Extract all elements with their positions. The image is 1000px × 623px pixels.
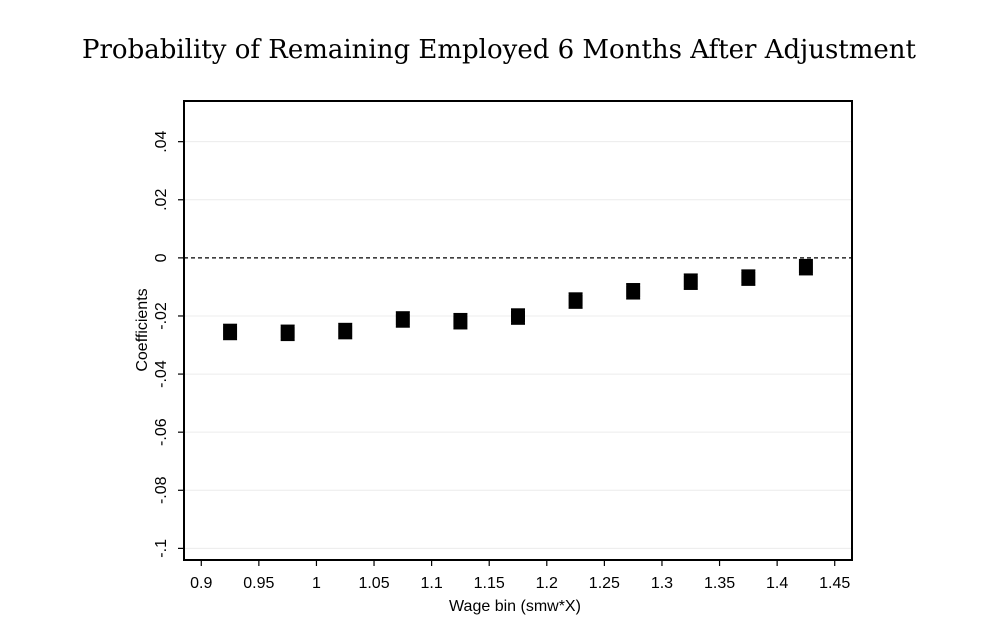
y-tick-label: -.06 [153, 418, 170, 446]
x-tick-label: 1.1 [420, 575, 442, 592]
y-tick-label: -.02 [153, 302, 170, 330]
gridlines [184, 141, 852, 549]
x-tick-label: 0.9 [190, 575, 212, 592]
point-marker [395, 312, 410, 327]
point-marker [683, 274, 698, 289]
point-marker [798, 260, 813, 275]
data-point [395, 311, 410, 328]
data-point [511, 308, 525, 325]
x-tick-label: 1.15 [474, 575, 505, 592]
y-tick-label: .04 [153, 130, 170, 152]
y-tick-label: .02 [153, 189, 170, 211]
y-tick-label: -.1 [153, 539, 170, 558]
data-point [223, 323, 238, 341]
x-tick-label: 1 [312, 575, 321, 592]
x-tick-label: 0.95 [243, 575, 274, 592]
x-tick-label: 1.3 [651, 575, 673, 592]
point-marker [280, 325, 295, 340]
x-tick-label: 1.35 [704, 575, 735, 592]
point-marker [741, 270, 756, 285]
data-point [338, 322, 353, 340]
y-axis: -.1 -.08 -.06 -.04 -.02 0 .02 .04 [153, 130, 184, 558]
point-marker [568, 293, 583, 308]
point-marker [223, 324, 238, 339]
point-marker [511, 309, 525, 324]
data-point [280, 324, 295, 342]
x-tick-label: 1.4 [766, 575, 788, 592]
point-marker [338, 324, 353, 339]
chart-title: Probability of Remaining Employed 6 Mont… [82, 35, 917, 65]
data-point [453, 312, 468, 330]
x-tick-label: 1.05 [358, 575, 389, 592]
y-tick-label: -.08 [153, 476, 170, 504]
y-tick-label: 0 [153, 253, 170, 262]
data-point [798, 258, 813, 276]
data-point [683, 273, 698, 290]
point-marker [453, 314, 468, 329]
x-axis: 0.9 0.95 1 1.05 1.1 1.15 1.2 1.25 1.3 1.35 1.4 1.45 [190, 560, 850, 592]
point-marker [626, 284, 641, 299]
data-point [568, 292, 583, 309]
data-point [626, 283, 641, 300]
x-axis-title: Wage bin (smw*X) [449, 598, 581, 615]
y-axis-title: Coefficients [134, 288, 151, 371]
x-tick-label: 1.2 [536, 575, 558, 592]
data-points [223, 258, 813, 342]
data-point [741, 269, 756, 286]
x-tick-label: 1.45 [819, 575, 850, 592]
y-tick-label: -.04 [153, 360, 170, 388]
x-tick-label: 1.25 [589, 575, 620, 592]
plot-frame [183, 100, 853, 561]
